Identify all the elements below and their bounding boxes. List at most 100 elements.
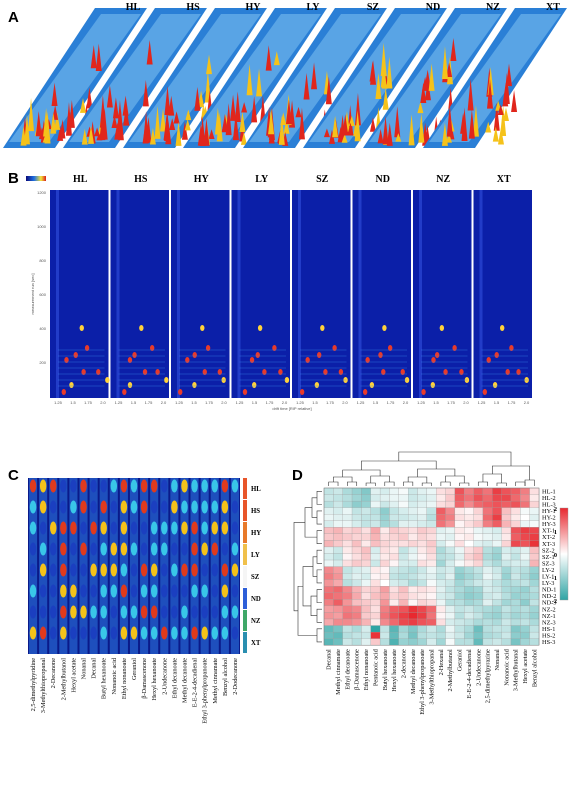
heatmap-cell	[473, 573, 484, 580]
heatmap-cell	[492, 487, 502, 495]
group-label: SZ	[251, 574, 260, 581]
heatmap-cell	[389, 631, 399, 639]
heatmap-cell	[408, 566, 418, 574]
heatmap-cell	[426, 500, 437, 508]
heatmap-cell	[436, 527, 446, 534]
heatmap-cell	[464, 573, 474, 580]
heatmap-cell	[370, 559, 381, 567]
heatmap-cell	[436, 579, 446, 587]
heatmap-cell	[342, 520, 353, 528]
heatmap-cell	[398, 494, 409, 502]
x-tick-label: 2.0	[100, 400, 106, 405]
heatmap-cell	[529, 586, 540, 593]
sample-label: HY	[194, 174, 210, 185]
heatmap-cell	[464, 514, 474, 521]
panel-a-3d-spectra: HL HS HY LY SZ ND NZ XT	[3, 2, 567, 148]
heatmap-cell	[333, 612, 343, 620]
heatmap-cell	[436, 494, 446, 502]
heatmap-cell	[342, 494, 353, 502]
heatmap-cell	[520, 638, 530, 646]
heatmap-cell	[492, 514, 502, 521]
heatmap-cell	[436, 566, 446, 574]
x-tick-label: 1.75	[387, 400, 396, 405]
heatmap-cell	[351, 586, 362, 593]
heatmap-cell	[370, 540, 381, 548]
heatmap-cell	[501, 612, 512, 620]
column-label: Methyl decanoate	[410, 649, 417, 694]
heatmap-cell	[436, 507, 446, 515]
heatmap-cell	[361, 566, 371, 574]
heatmap-cell	[323, 546, 334, 554]
heatmap-cell	[454, 605, 465, 613]
heatmap-cell	[510, 566, 521, 574]
heatmap-cell	[398, 546, 409, 554]
heatmap-cell	[398, 487, 409, 495]
heatmap-cell	[323, 500, 334, 508]
heatmap-cell	[333, 533, 343, 541]
heatmap-cell	[351, 559, 362, 567]
heatmap-cell	[426, 559, 437, 567]
heatmap-cell	[501, 559, 512, 567]
heatmap-cell	[379, 540, 390, 548]
heatmap-cell	[482, 638, 493, 646]
row-label: SZ-1	[542, 554, 555, 561]
heatmap-cell	[398, 573, 409, 580]
gallery-column	[129, 478, 139, 654]
heatmap-cell	[482, 599, 493, 607]
heatmap-cell	[482, 566, 493, 574]
heatmap-cell	[501, 527, 512, 534]
heatmap-cell	[426, 638, 437, 646]
gallery-column	[109, 478, 118, 654]
heatmap-cell	[482, 573, 493, 580]
x-tick-label: 1.5	[494, 400, 500, 405]
heatmap-cell	[473, 618, 484, 626]
heatmap-cell	[351, 533, 362, 541]
heatmap-cell	[510, 540, 521, 548]
heatmap-cell	[529, 638, 540, 646]
panel-a-letter: A	[8, 9, 19, 26]
heatmap-cell	[445, 559, 456, 567]
heatmap-cell	[417, 494, 427, 502]
heatmap-cell	[445, 612, 456, 620]
heatmap-cell	[370, 520, 381, 528]
legend-tick: 1	[554, 529, 557, 536]
group-color-bar	[243, 522, 247, 543]
heatmap-cell	[342, 625, 353, 633]
heatmap-cell	[529, 592, 540, 600]
heatmap-cell	[510, 638, 521, 646]
row-label: HS-1	[542, 626, 555, 633]
x-tick-label: 1.75	[266, 400, 275, 405]
heatmap-cell	[473, 599, 484, 607]
spectrum-3d-xt	[423, 8, 567, 148]
heatmap-cell	[389, 527, 399, 534]
x-tick-label: 1.25	[115, 400, 124, 405]
compound-label: Methyl cinnamate	[212, 658, 219, 704]
panel-b-topographic-plots: HL 1.25 1.5 1.75 2.0 HS 1.25 1.5 1.75 2.0 HY 1.25 1.…	[26, 174, 532, 411]
heatmap-cell	[379, 618, 390, 626]
heatmap-cell	[426, 494, 437, 502]
column-label: Nonanal	[494, 649, 501, 671]
heatmap-cell	[426, 553, 437, 561]
heatmap-cell	[454, 573, 465, 580]
heatmap-cell	[370, 500, 381, 508]
heatmap-cell	[379, 625, 390, 633]
group-color-bar	[243, 632, 247, 653]
heatmap-cell	[501, 514, 512, 521]
heatmap-cell	[436, 573, 446, 580]
column-label: 2-Methylbutanol	[447, 649, 454, 692]
heatmap-cell	[482, 586, 493, 593]
heatmap-cell	[333, 586, 343, 593]
heatmap-cell	[351, 540, 362, 548]
compound-label: 2-Undecanone	[161, 658, 168, 695]
heatmap-cell	[398, 500, 409, 508]
heatmap-cell	[510, 553, 521, 561]
heatmap-cell	[436, 631, 446, 639]
heatmap-cell	[389, 638, 399, 646]
heatmap-cell	[464, 579, 474, 587]
gallery-column	[150, 478, 159, 654]
heatmap-cell	[351, 573, 362, 580]
heatmap-cell	[426, 573, 437, 580]
heatmap-cell	[510, 579, 521, 587]
heatmap-cell	[454, 553, 465, 561]
heatmap-cell	[501, 638, 512, 646]
